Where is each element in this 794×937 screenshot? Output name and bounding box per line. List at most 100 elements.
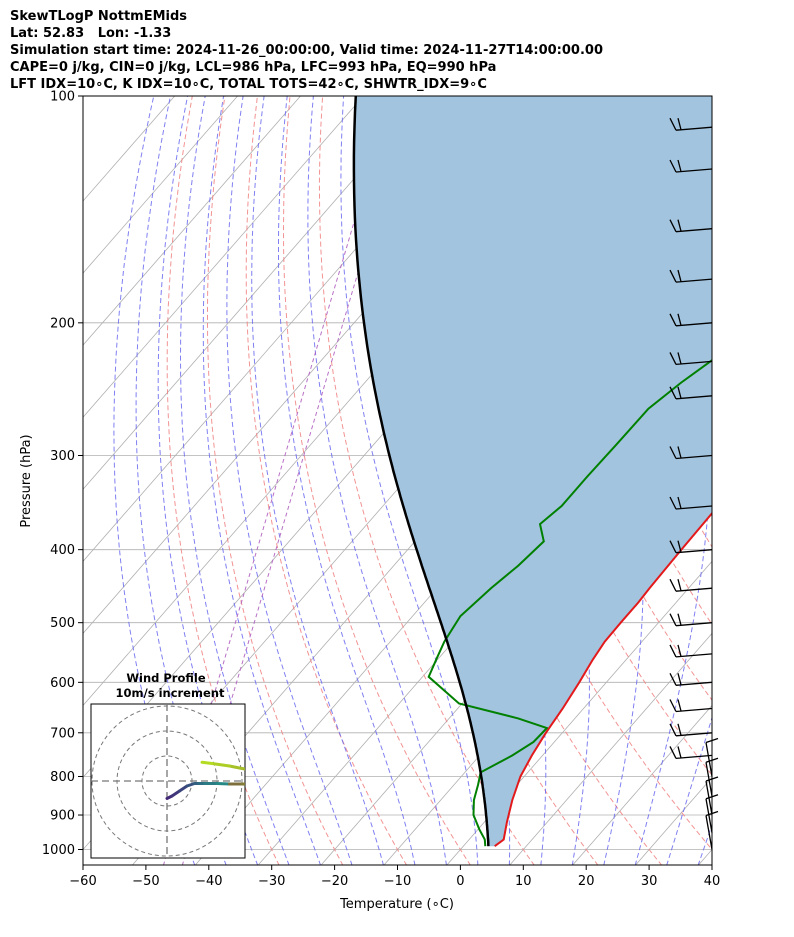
hodograph-segment (210, 762, 231, 768)
profile-lines (352, 96, 712, 848)
y-axis-label: Pressure (hPa) (19, 434, 34, 527)
wind-barb (669, 313, 713, 327)
wind-barb-stroke (669, 699, 713, 713)
x-tick-label: −10 (384, 874, 411, 889)
y-tick-label: 300 (50, 449, 75, 464)
location-line: Lat: 52.83 Lon: -1.33 (10, 26, 172, 41)
inset-title: Wind Profile (126, 671, 206, 685)
dry-adiabat (166, 96, 280, 865)
cape-fill (353, 96, 712, 847)
wind-barb-stroke (669, 269, 713, 283)
time-line: Simulation start time: 2024-11-26_00:00:… (10, 43, 603, 58)
chart-header: SkewTLogP NottmEMids Lat: 52.83 Lon: -1.… (10, 8, 603, 93)
wind-barb (669, 352, 713, 366)
wind-barb (669, 219, 713, 233)
wind-barb (669, 117, 713, 131)
indices-line-1: CAPE=0 j/kg, CIN=0 j/kg, LCL=986 hPa, LF… (10, 60, 497, 75)
hodograph-segment (240, 782, 245, 786)
hodograph-segment (200, 760, 214, 765)
chart-title: SkewTLogP NottmEMids (10, 9, 188, 24)
wind-profile-inset: Wind Profile 10m/s increment (90, 671, 267, 859)
temperature-line (494, 511, 712, 848)
isotherm (572, 704, 712, 865)
dry-adiabat (245, 96, 408, 865)
wind-barb-stroke (669, 746, 713, 760)
mixing-ratio-line (163, 96, 392, 865)
isotherm (83, 96, 301, 346)
isotherm (509, 632, 712, 865)
isotherm (83, 96, 238, 274)
isotherm (446, 560, 712, 865)
wind-barb-stroke (669, 644, 713, 658)
wind-barb (669, 723, 713, 737)
wind-barb-stroke (669, 219, 713, 233)
moist-adiabat (226, 96, 353, 865)
wind-barb (669, 699, 713, 713)
x-tick-label: −30 (258, 874, 285, 889)
wind-barbs (669, 117, 719, 850)
x-tick-label: 30 (641, 874, 658, 889)
dry-adiabat (714, 96, 794, 866)
dry-adiabat (452, 96, 712, 776)
wind-barb (669, 446, 713, 460)
y-tick-label: 900 (50, 809, 75, 824)
wind-barb (669, 746, 713, 760)
wind-barb-stroke (669, 723, 713, 737)
wind-barb-stroke (669, 578, 713, 592)
x-tick-label: −60 (69, 874, 96, 889)
mixing-ratio-line (181, 96, 411, 865)
x-tick-label: 10 (515, 874, 532, 889)
wind-barb-stroke (669, 117, 713, 131)
moist-adiabat (251, 96, 384, 865)
y-tick-label: 200 (50, 316, 75, 331)
wind-barb-stroke (669, 313, 713, 327)
wind-barb-stroke (669, 446, 713, 460)
isotherm (83, 96, 364, 418)
dry-adiabat (746, 96, 794, 866)
x-tick-label: 40 (704, 874, 721, 889)
x-tick-label: −50 (132, 874, 159, 889)
wind-barb (669, 613, 713, 627)
wind-barb (669, 269, 713, 283)
moist-adiabat (278, 96, 416, 865)
wind-barb (669, 644, 713, 658)
parcel-line (352, 96, 490, 847)
wind-barb (669, 386, 713, 400)
cape-area (353, 96, 712, 847)
x-tick-label: 20 (578, 874, 595, 889)
x-tick-label: −20 (321, 874, 348, 889)
wind-barb (669, 578, 713, 592)
hodograph-segment (228, 764, 244, 770)
inset-subtitle: 10m/s increment (116, 686, 225, 700)
moist-adiabat (202, 96, 322, 865)
y-tick-label: 600 (50, 676, 75, 691)
axis-ticks: −60 −50 −40 −30 −20 −10 0 10 20 30 40 1000 900 800 700… (42, 90, 720, 890)
y-tick-label: 100 (50, 90, 75, 105)
indices-line-2: LFT IDX=10∘C, K IDX=10∘C, TOTAL TOTS=42∘… (10, 77, 487, 92)
x-axis-label: Temperature (∘C) (339, 897, 454, 912)
moist-adiabat (340, 96, 479, 865)
y-tick-label: 500 (50, 616, 75, 631)
y-tick-label: 400 (50, 543, 75, 558)
wind-barb (669, 673, 713, 686)
wind-barb (669, 159, 713, 173)
x-tick-label: 0 (456, 874, 464, 889)
wind-barb-stroke (669, 673, 713, 686)
hodograph-segment (215, 782, 231, 786)
dry-adiabat (207, 96, 344, 865)
wind-barb-stroke (669, 352, 713, 366)
wind-barb-stroke (669, 496, 713, 510)
hodograph-segment (170, 789, 181, 798)
wind-barb-stroke (669, 159, 713, 173)
hodograph-segment (257, 771, 267, 776)
y-tick-label: 800 (50, 770, 75, 785)
hodograph-segment (178, 784, 189, 793)
dry-adiabat (779, 96, 794, 866)
wind-barb (669, 540, 713, 554)
moist-adiabat (307, 96, 447, 865)
moist-adiabat (666, 715, 712, 865)
wind-barb-stroke (669, 386, 713, 400)
x-tick-label: −40 (195, 874, 222, 889)
wind-barb (669, 496, 713, 510)
